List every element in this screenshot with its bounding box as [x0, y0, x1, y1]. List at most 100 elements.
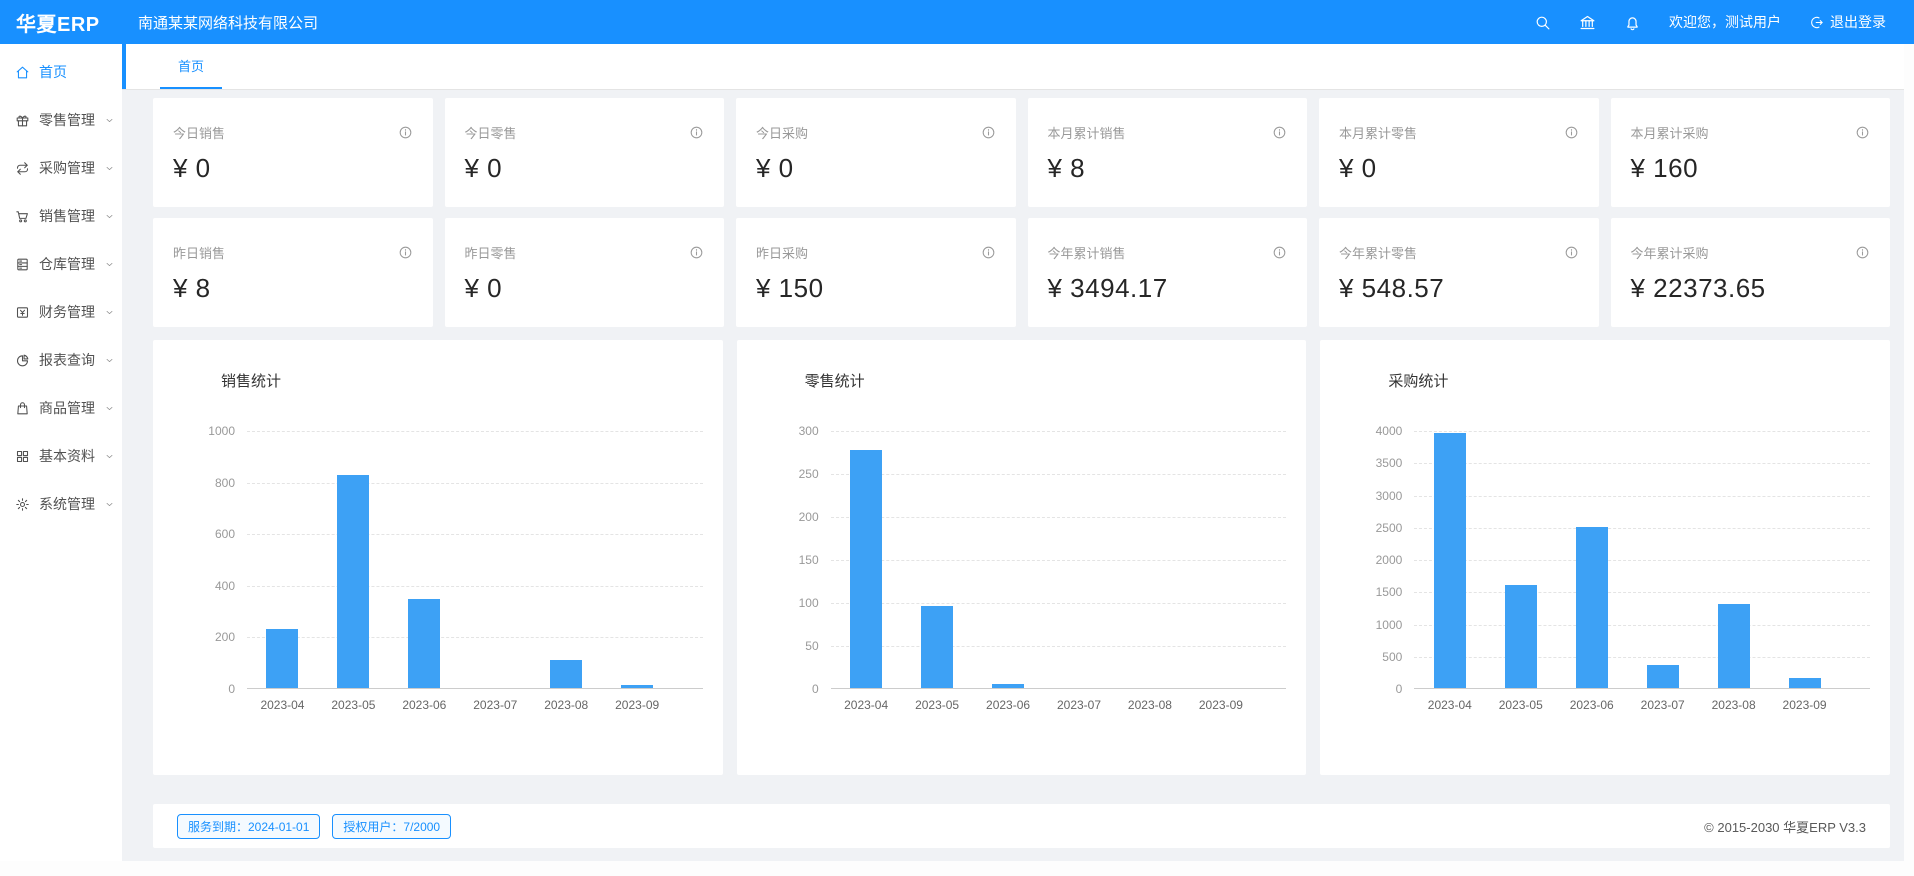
x-tick: 2023-05 — [331, 698, 376, 712]
stat-value: ¥ 0 — [756, 153, 794, 183]
stat-label: 昨日销售 — [173, 246, 226, 261]
bar-slot — [460, 431, 531, 688]
bar-slot — [1414, 431, 1485, 688]
info-icon[interactable] — [1855, 245, 1870, 260]
bar-slot — [389, 431, 460, 688]
gridline — [1414, 560, 1870, 561]
x-axis: 2023-04 2023-05 2023-06 2023-07 2023-08 2023-… — [1414, 698, 1840, 712]
stat-label: 本月累计销售 — [1047, 126, 1126, 141]
stat-label: 今日销售 — [173, 126, 226, 141]
y-tick: 2000 — [1375, 553, 1403, 567]
footer-badges: 服务到期：2024-01-01 授权用户：7/2000 — [177, 813, 452, 839]
bar-slot — [247, 431, 318, 688]
x-tick: 2023-08 — [1711, 698, 1756, 712]
chart-plot: 0 500 1000 1500 2000 2500 3000 3500 4000 — [1342, 424, 1876, 696]
info-icon[interactable] — [1564, 245, 1579, 260]
sidebar-item-label: 零售管理 — [39, 112, 95, 128]
gridline — [1414, 592, 1870, 593]
stat-card: 今年累计销售 ¥ 3494.17 — [1027, 218, 1307, 327]
gridline — [830, 474, 1287, 475]
y-tick: 1000 — [208, 424, 235, 438]
bar — [621, 685, 654, 688]
y-tick: 0 — [811, 682, 819, 696]
info-icon[interactable] — [398, 245, 413, 260]
search-icon[interactable] — [1534, 14, 1551, 31]
stat-label: 昨日零售 — [464, 246, 517, 261]
tab-home[interactable]: 首页 — [160, 44, 223, 89]
sidebar-item-retail[interactable]: 零售管理 — [0, 96, 122, 144]
x-tick: 2023-09 — [1782, 698, 1827, 712]
stat-card: 本月累计销售 ¥ 8 — [1027, 98, 1307, 207]
x-tick: 2023-05 — [915, 698, 960, 712]
stat-value: ¥ 0 — [464, 273, 503, 303]
top-navbar: 华夏ERP 南通某某网络科技有限公司 欢迎您，测试用户 退出登录 — [0, 0, 1914, 44]
sidebar-item-goods[interactable]: 商品管理 — [0, 384, 122, 432]
bar-slot — [831, 431, 902, 688]
bell-icon[interactable] — [1624, 14, 1641, 31]
sidebar-item-sales[interactable]: 销售管理 — [0, 192, 122, 240]
bag-icon — [15, 401, 30, 416]
info-icon[interactable] — [981, 245, 996, 260]
stat-card: 昨日销售 ¥ 8 — [153, 218, 433, 327]
gridline — [830, 560, 1287, 561]
sidebar-item-warehouse[interactable]: 仓库管理 — [0, 240, 122, 288]
x-tick: 2023-06 — [1569, 698, 1614, 712]
y-tick: 50 — [805, 639, 819, 653]
bar-slot — [1627, 431, 1698, 688]
info-icon[interactable] — [1564, 125, 1579, 140]
x-tick: 2023-06 — [402, 698, 447, 712]
x-axis: 2023-04 2023-05 2023-06 2023-07 2023-08 2023-… — [247, 698, 673, 712]
chevron-icon — [104, 499, 115, 510]
sidebar-item-home[interactable]: 首页 — [0, 48, 122, 96]
x-tick: 2023-08 — [1127, 698, 1172, 712]
vertical-scrollbar[interactable] — [1904, 44, 1914, 861]
info-icon[interactable] — [981, 125, 996, 140]
bar — [921, 606, 954, 688]
bar-slot — [1485, 431, 1556, 688]
y-tick: 400 — [214, 579, 235, 593]
logout-button[interactable]: 退出登录 — [1809, 12, 1886, 32]
x-tick: 2023-04 — [844, 698, 889, 712]
chart-card: 采购统计 0 500 1000 1500 2000 2500 3000 3500 4000 2023… — [1320, 340, 1890, 775]
stat-label: 本月累计采购 — [1630, 126, 1709, 141]
bar-slot — [1044, 431, 1115, 688]
chevron-icon — [104, 451, 115, 462]
stat-card: 今年累计采购 ¥ 22373.65 — [1610, 218, 1890, 327]
sidebar-item-finance[interactable]: 财务管理 — [0, 288, 122, 336]
info-icon[interactable] — [689, 245, 704, 260]
stat-label: 今日零售 — [464, 126, 517, 141]
gridline — [247, 637, 703, 638]
x-tick: 2023-04 — [1427, 698, 1472, 712]
x-tick: 2023-05 — [1498, 698, 1543, 712]
sidebar-item-purchase[interactable]: 采购管理 — [0, 144, 122, 192]
sidebar-item-system[interactable]: 系统管理 — [0, 480, 122, 528]
horizontal-scrollbar[interactable] — [0, 861, 1914, 876]
y-tick: 100 — [798, 596, 819, 610]
x-tick: 2023-07 — [1056, 698, 1102, 712]
sidebar-item-label: 报表查询 — [39, 352, 95, 368]
x-tick: 2023-09 — [615, 698, 660, 712]
info-icon[interactable] — [1272, 125, 1287, 140]
plot-grid — [1414, 431, 1870, 689]
gift-icon — [15, 113, 30, 128]
bar — [408, 599, 441, 688]
gridline — [1414, 625, 1870, 626]
sidebar-item-label: 财务管理 — [39, 304, 95, 320]
tab-label: 首页 — [178, 59, 205, 74]
swap-icon — [15, 161, 30, 176]
sidebar-item-label: 仓库管理 — [39, 256, 95, 272]
stat-label: 本月累计零售 — [1339, 126, 1418, 141]
sidebar-item-report[interactable]: 报表查询 — [0, 336, 122, 384]
bar-slot — [902, 431, 973, 688]
sidebar-item-label: 销售管理 — [39, 208, 95, 224]
bar — [337, 475, 370, 688]
gridline — [1414, 496, 1870, 497]
bank-icon[interactable] — [1579, 14, 1596, 31]
info-icon[interactable] — [398, 125, 413, 140]
stat-card: 今日销售 ¥ 0 — [153, 98, 433, 207]
info-icon[interactable] — [1855, 125, 1870, 140]
sidebar-item-basic[interactable]: 基本资料 — [0, 432, 122, 480]
info-icon[interactable] — [1272, 245, 1287, 260]
main-area: 首页 今日销售 ¥ 0 今日零售 ¥ 0 今日采购 ¥ 0 本月累计销售 ¥ 8 本月累计零售 ¥… — [122, 44, 1914, 861]
info-icon[interactable] — [689, 125, 704, 140]
